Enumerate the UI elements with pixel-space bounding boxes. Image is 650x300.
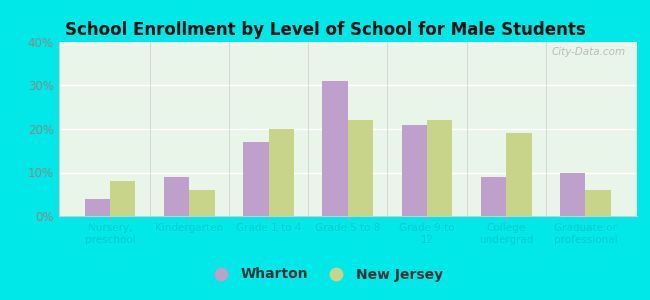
Bar xyxy=(243,142,268,216)
Bar xyxy=(348,120,373,216)
Bar xyxy=(164,177,189,216)
Bar xyxy=(506,133,532,216)
Bar xyxy=(560,172,586,216)
Bar xyxy=(110,181,135,216)
Bar xyxy=(189,190,214,216)
Bar xyxy=(586,190,611,216)
Bar xyxy=(402,124,427,216)
Text: School Enrollment by Level of School for Male Students: School Enrollment by Level of School for… xyxy=(64,21,586,39)
Text: City-Data.com: City-Data.com xyxy=(551,47,625,57)
Legend: Wharton, New Jersey: Wharton, New Jersey xyxy=(202,262,448,287)
Bar xyxy=(268,129,294,216)
Bar xyxy=(481,177,506,216)
Bar xyxy=(84,199,110,216)
Bar xyxy=(322,81,348,216)
Bar xyxy=(427,120,452,216)
